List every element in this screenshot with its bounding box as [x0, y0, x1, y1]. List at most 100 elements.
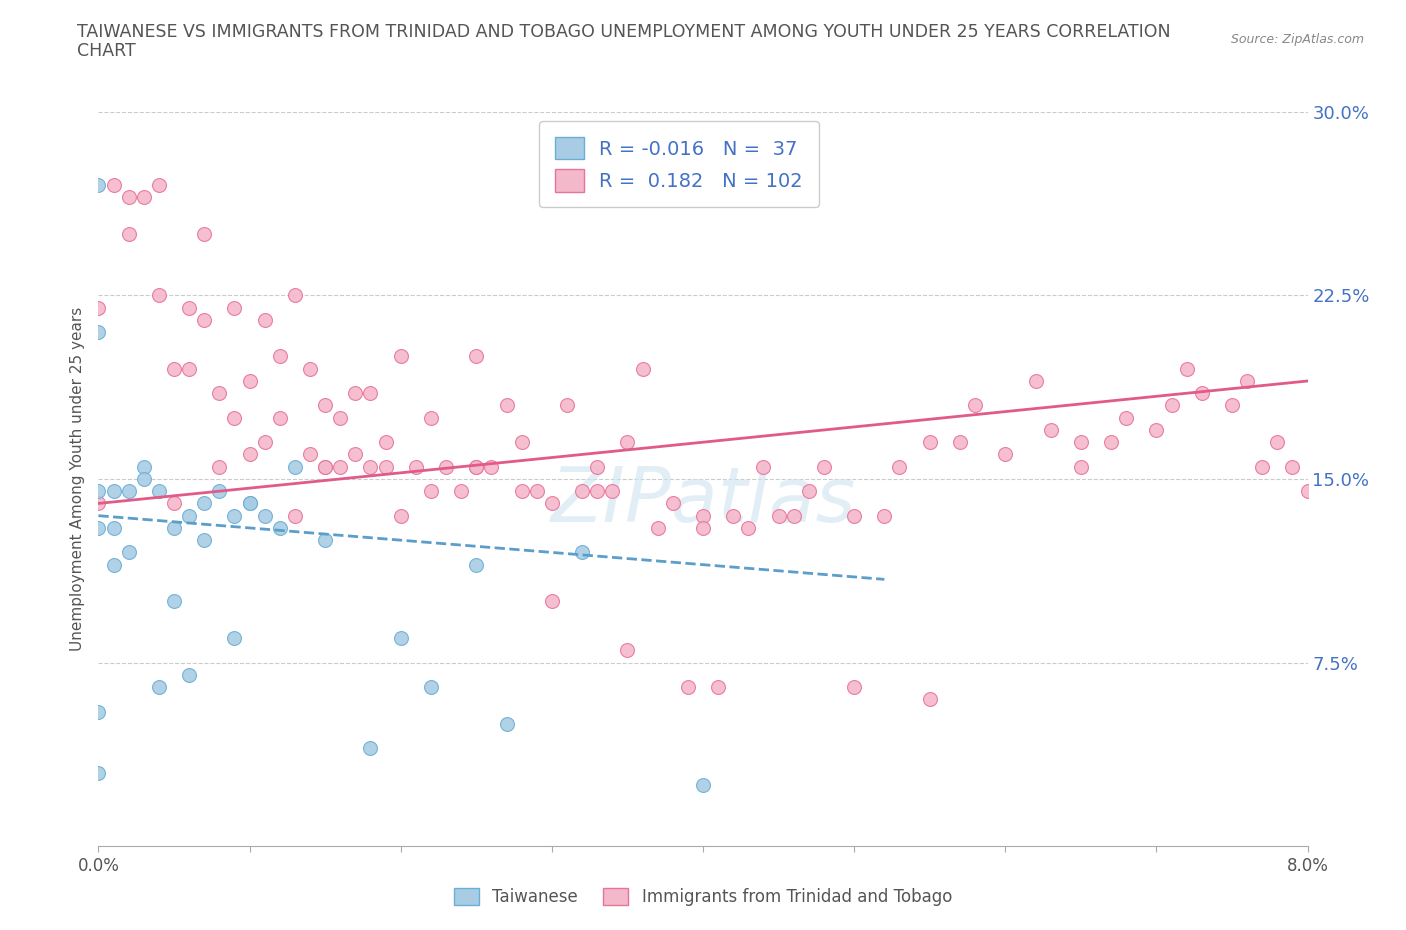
Point: [163, 496, 186, 511]
Point: [797, 484, 820, 498]
Point: [103, 557, 125, 572]
Point: [783, 508, 806, 523]
Point: [1236, 374, 1258, 389]
Point: [1070, 435, 1092, 450]
Point: [602, 484, 624, 498]
Point: [1267, 435, 1289, 450]
Point: [495, 716, 517, 731]
Point: [465, 557, 488, 572]
Point: [616, 643, 638, 658]
Point: [844, 680, 866, 695]
Point: [344, 386, 367, 401]
Point: [526, 484, 548, 498]
Point: [540, 496, 562, 511]
Point: [360, 741, 382, 756]
Point: [692, 777, 714, 792]
Point: [163, 594, 186, 609]
Point: [118, 190, 141, 205]
Point: [510, 484, 533, 498]
Point: [768, 508, 790, 523]
Point: [269, 521, 291, 536]
Point: [208, 459, 231, 474]
Point: [163, 361, 186, 376]
Point: [253, 312, 276, 327]
Point: [179, 300, 201, 315]
Point: [1099, 435, 1122, 450]
Point: [239, 374, 262, 389]
Point: [752, 459, 775, 474]
Point: [284, 508, 307, 523]
Point: [571, 484, 593, 498]
Point: [314, 398, 336, 413]
Point: [465, 349, 488, 364]
Point: [571, 545, 593, 560]
Point: [813, 459, 835, 474]
Point: [239, 496, 262, 511]
Point: [224, 300, 246, 315]
Point: [707, 680, 730, 695]
Point: [314, 459, 336, 474]
Point: [103, 521, 125, 536]
Point: [1146, 422, 1168, 437]
Point: [844, 508, 866, 523]
Point: [329, 410, 352, 425]
Point: [889, 459, 911, 474]
Point: [239, 447, 262, 462]
Legend: R = -0.016   N =  37, R =  0.182   N = 102: R = -0.016 N = 37, R = 0.182 N = 102: [538, 121, 818, 207]
Point: [420, 410, 443, 425]
Text: TAIWANESE VS IMMIGRANTS FROM TRINIDAD AND TOBAGO UNEMPLOYMENT AMONG YOUTH UNDER : TAIWANESE VS IMMIGRANTS FROM TRINIDAD AN…: [77, 23, 1171, 41]
Point: [299, 447, 322, 462]
Point: [723, 508, 745, 523]
Point: [208, 386, 231, 401]
Point: [284, 288, 307, 303]
Point: [1039, 422, 1062, 437]
Point: [510, 435, 533, 450]
Point: [103, 484, 125, 498]
Point: [179, 668, 201, 683]
Point: [360, 459, 382, 474]
Point: [118, 484, 141, 498]
Point: [692, 508, 714, 523]
Point: [87, 300, 110, 315]
Point: [616, 435, 638, 450]
Point: [692, 521, 714, 536]
Point: [1025, 374, 1047, 389]
Point: [87, 325, 110, 339]
Point: [405, 459, 427, 474]
Point: [1251, 459, 1274, 474]
Point: [1175, 361, 1198, 376]
Point: [465, 459, 488, 474]
Point: [434, 459, 457, 474]
Point: [949, 435, 972, 450]
Point: [314, 533, 336, 548]
Point: [465, 459, 488, 474]
Point: [389, 631, 412, 645]
Point: [269, 410, 291, 425]
Text: Source: ZipAtlas.com: Source: ZipAtlas.com: [1230, 33, 1364, 46]
Point: [224, 508, 246, 523]
Point: [329, 459, 352, 474]
Point: [918, 435, 941, 450]
Point: [360, 386, 382, 401]
Point: [1115, 410, 1137, 425]
Point: [481, 459, 503, 474]
Point: [148, 178, 170, 193]
Point: [344, 447, 367, 462]
Point: [118, 545, 141, 560]
Point: [420, 484, 443, 498]
Point: [965, 398, 987, 413]
Point: [586, 484, 609, 498]
Point: [208, 484, 231, 498]
Point: [193, 312, 215, 327]
Point: [1296, 484, 1319, 498]
Point: [1070, 459, 1092, 474]
Point: [495, 398, 517, 413]
Text: ZIPatlas: ZIPatlas: [550, 464, 856, 538]
Point: [87, 496, 110, 511]
Point: [1281, 459, 1303, 474]
Point: [873, 508, 896, 523]
Point: [239, 496, 262, 511]
Point: [132, 190, 155, 205]
Point: [179, 508, 201, 523]
Point: [193, 496, 215, 511]
